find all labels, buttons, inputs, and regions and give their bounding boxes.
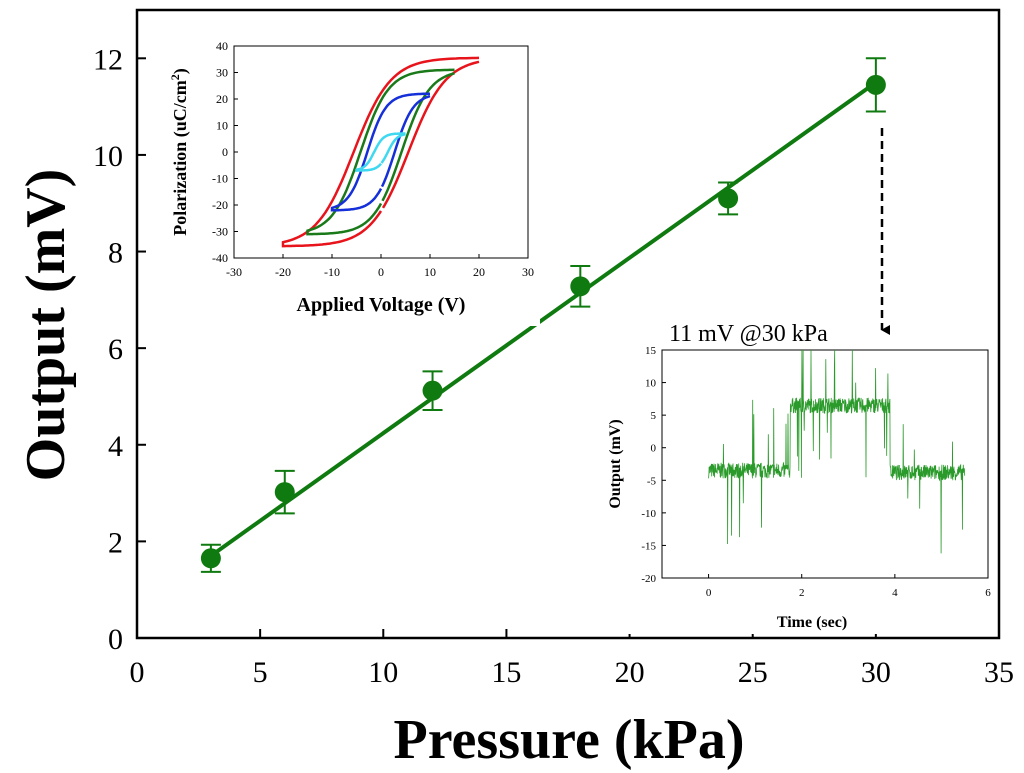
hysteresis-loop-segment — [380, 132, 406, 164]
timetrace-frame — [661, 349, 989, 579]
data-point — [274, 482, 295, 503]
hysteresis-y-tick-label: 0 — [222, 145, 228, 159]
timetrace-x-tick-label: 4 — [892, 587, 898, 599]
hysteresis-y-tick-label: 40 — [216, 39, 228, 53]
main-x-ticks: 0 5 10 15 20 25 30 35 — [130, 629, 1014, 689]
timetrace-x-tick-label: 6 — [985, 587, 991, 599]
hysteresis-x-tick-label: 0 — [378, 265, 384, 279]
hysteresis-y-axis-label: Polarization (uC/cm2) — [168, 68, 191, 235]
main-x-tick-label: 25 — [738, 656, 768, 689]
timetrace-y-tick-label: 10 — [645, 378, 657, 390]
timetrace-signal-layer — [708, 349, 966, 554]
main-y-tick-label: 4 — [108, 430, 123, 463]
main-x-tick-label: 35 — [984, 656, 1014, 689]
main-y-tick-label: 2 — [108, 526, 123, 559]
main-y-tick-label: 8 — [108, 237, 123, 270]
hysteresis-y-tick-label: -20 — [212, 198, 228, 212]
data-point — [422, 380, 443, 401]
timetrace-y-tick-label: 15 — [645, 345, 657, 357]
hysteresis-y-ticks: -40 -30 -20 -10 0 10 20 30 40 — [212, 39, 238, 265]
hysteresis-x-tick-label: 10 — [424, 265, 436, 279]
main-y-tick-label: 6 — [108, 333, 123, 366]
hysteresis-y-tick-label: 20 — [216, 92, 228, 106]
main-plot-frame — [135, 8, 1001, 640]
hysteresis-y-tick-label: -30 — [212, 225, 228, 239]
main-x-tick-label: 30 — [861, 656, 891, 689]
timetrace-x-axis-label: Time (sec) — [777, 614, 847, 631]
timetrace-y-tick-label: -15 — [641, 540, 656, 552]
hysteresis-y-tick-label: -40 — [212, 251, 228, 265]
hysteresis-loop — [355, 132, 406, 173]
main-y-tick-label: 12 — [93, 43, 123, 76]
main-x-tick-label: 0 — [130, 656, 145, 689]
timetrace-x-ticks: 0 2 4 6 — [706, 574, 991, 599]
hysteresis-x-axis-label: Applied Voltage (V) — [297, 294, 466, 316]
hysteresis-x-tick-label: -20 — [275, 265, 291, 279]
main-fit-layer — [209, 80, 878, 558]
timetrace-y-axis-label: Output (mV) — [607, 419, 624, 508]
main-y-tick-label: 10 — [93, 140, 123, 173]
hysteresis-y-tick-label: -10 — [212, 172, 228, 186]
hysteresis-loops — [281, 56, 480, 248]
main-points — [200, 74, 886, 569]
hysteresis-loop — [330, 92, 430, 212]
timetrace-y-tick-label: -20 — [641, 573, 656, 585]
hysteresis-y-tick-label: 10 — [216, 119, 228, 133]
hysteresis-loop-segment — [381, 60, 480, 209]
timetrace-y-tick-label: -10 — [641, 508, 656, 520]
hysteresis-x-ticks: -30 -20 -10 0 10 20 30 — [226, 254, 534, 279]
data-point — [865, 74, 886, 95]
main-y-tick-label: 0 — [108, 623, 123, 656]
timetrace-y-tick-label: 5 — [651, 410, 657, 422]
main-x-tick-label: 5 — [253, 656, 268, 689]
main-y-axis-label: Output (mV) — [15, 169, 77, 482]
main-x-tick-label: 10 — [368, 656, 398, 689]
data-point — [200, 548, 221, 569]
timetrace-y-tick-label: 0 — [651, 443, 657, 455]
data-point — [718, 188, 739, 209]
fit-line — [209, 80, 878, 558]
data-point — [570, 276, 591, 297]
hysteresis-loop-segment — [380, 94, 431, 188]
main-x-tick-label: 15 — [491, 656, 521, 689]
timetrace-signal — [708, 349, 966, 554]
timetrace-x-tick-label: 0 — [706, 587, 712, 599]
hysteresis-x-tick-label: -30 — [226, 265, 242, 279]
main-x-axis-label: Pressure (kPa) — [394, 709, 745, 771]
timetrace-inset: 0 2 4 6 -20 -15 -10 -5 0 5 10 15 Time (sec) Output… — [598, 345, 992, 634]
hysteresis-loop-segment — [381, 72, 455, 202]
hysteresis-loop — [306, 68, 455, 236]
timetrace-y-tick-label: -5 — [647, 475, 657, 487]
hysteresis-y-tick-label: 30 — [216, 66, 228, 80]
annotation-label: 11 mV @30 kPa — [669, 321, 828, 347]
hysteresis-x-tick-label: 30 — [522, 265, 534, 279]
timetrace-y-ticks: -20 -15 -10 -5 0 5 10 15 — [641, 345, 666, 585]
timetrace-x-tick-label: 2 — [799, 587, 805, 599]
hysteresis-loop — [281, 56, 480, 248]
main-y-ticks: 0 2 4 6 8 10 12 — [93, 43, 146, 656]
main-x-tick-label: 20 — [615, 656, 645, 689]
hysteresis-x-tick-label: 20 — [473, 265, 485, 279]
hysteresis-x-tick-label: -10 — [324, 265, 340, 279]
